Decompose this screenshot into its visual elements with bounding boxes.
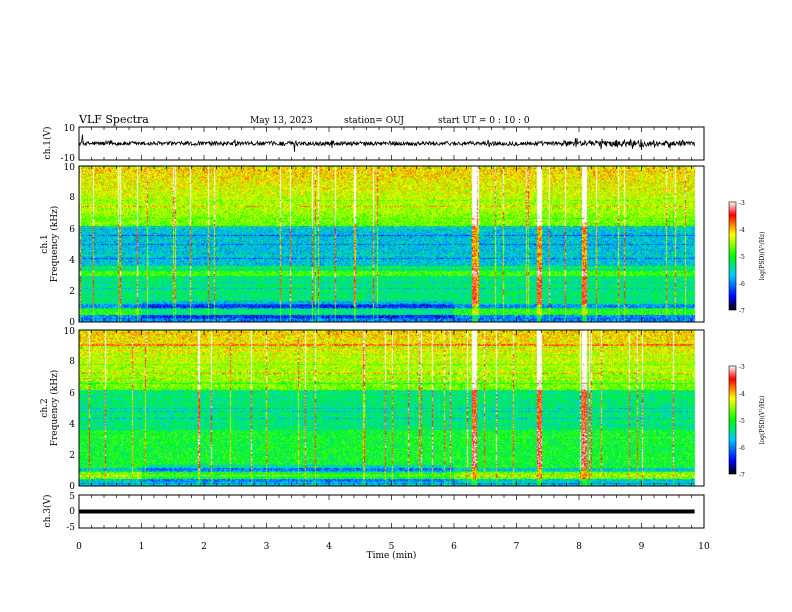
xtick-label-3: 3 — [264, 542, 270, 552]
colorbar-ch1-tick-6: -6 — [739, 281, 745, 288]
ylabel-spec1-frequency: Frequency (kHz) — [49, 206, 60, 283]
colorbar-ch2-tick-3: -3 — [739, 364, 745, 371]
xtick-label-2: 2 — [201, 542, 207, 552]
xtick-label-5: 5 — [389, 542, 395, 552]
waveform-ch1-trace — [78, 134, 695, 152]
x-axis-ticks — [78, 127, 705, 528]
ylabel-spec2-frequency: Frequency (kHz) — [49, 370, 60, 447]
spectrogram-panel-ch2: 0 2 4 6 8 10 ch.2 Frequency (kHz) -3 -4 … — [40, 327, 766, 492]
colorbar-ch2-label: log(PSD)(V²/Hz) — [759, 396, 766, 445]
date-label: May 13, 2023 — [250, 116, 313, 126]
colorbar-ch2 — [728, 365, 737, 475]
xtick-label-6: 6 — [451, 542, 457, 552]
colorbar-ch1-tick-4: -4 — [739, 227, 745, 234]
colorbar-ch2-tick-6: -6 — [739, 445, 745, 452]
ytick-ch3-neg5: -5 — [66, 523, 75, 533]
ylabel-ch1: ch.1(V) — [42, 127, 53, 160]
spectrogram-ch2-canvas — [79, 330, 704, 486]
xtick-label-8: 8 — [576, 542, 582, 552]
spectrogram-ch1-canvas — [79, 166, 704, 322]
colorbar-ch1-tick-3: -3 — [739, 200, 745, 207]
ytick-ch1-top: 10 — [64, 124, 76, 134]
colorbar-ch1-label: log(PSD)(V²/Hz) — [759, 232, 766, 281]
ylabel-spec2-channel: ch.2 — [40, 398, 50, 417]
xtick-label-1: 1 — [139, 542, 145, 552]
x-axis-labels: 0 1 2 3 4 5 6 7 8 9 10 Time (min) — [76, 542, 710, 561]
figure-title: VLF Spectra — [78, 113, 149, 126]
xtick-label-4: 4 — [326, 542, 332, 552]
ytick-spec1-0: 0 — [69, 318, 75, 328]
ytick-spec2-0: 0 — [69, 482, 75, 492]
ytick-spec1-2: 2 — [69, 287, 75, 297]
station-label: station= OUJ — [344, 116, 404, 126]
xtick-label-10: 10 — [698, 542, 710, 552]
start-time-label: start UT = 0 : 10 : 0 — [438, 116, 530, 126]
ytick-ch3-0: 0 — [69, 507, 75, 517]
ytick-spec1-8: 8 — [69, 193, 75, 203]
ylabel-ch3: ch.3(V) — [42, 495, 53, 528]
ytick-spec2-8: 8 — [69, 357, 75, 367]
waveform-panel-ch3: 5 0 -5 ch.3(V) — [42, 492, 705, 533]
colorbar-ch2-tick-5: -5 — [739, 418, 745, 425]
xtick-label-9: 9 — [639, 542, 645, 552]
xtick-label-0: 0 — [76, 542, 82, 552]
waveform-panel-ch1: 10 -10 ch.1(V) — [42, 124, 705, 164]
ytick-spec1-4: 4 — [69, 256, 75, 266]
ytick-ch1-bottom: -10 — [61, 154, 76, 164]
x-axis-title: Time (min) — [367, 550, 417, 561]
spectrogram-ch1-image-holder — [79, 166, 704, 322]
ytick-spec2-2: 2 — [69, 451, 75, 461]
colorbar-ch2-tick-4: -4 — [739, 391, 745, 398]
ytick-spec2-6: 6 — [69, 389, 75, 399]
spectrogram-panel-ch1: 0 2 4 6 8 10 ch.1 Frequency (kHz) -3 -4 … — [40, 163, 766, 328]
colorbar-ch1-tick-5: -5 — [739, 254, 745, 261]
colorbar-ch1-tick-7: -7 — [739, 308, 745, 315]
ytick-spec2-4: 4 — [69, 420, 75, 430]
ytick-spec1-6: 6 — [69, 225, 75, 235]
colorbar-ch2-tick-7: -7 — [739, 472, 745, 479]
spectrogram-ch2-image-holder — [79, 330, 704, 486]
ylabel-spec1-channel: ch.1 — [40, 234, 50, 253]
colorbar-ch1 — [728, 201, 737, 311]
ytick-spec2-10: 10 — [64, 327, 76, 337]
ytick-spec1-10: 10 — [64, 163, 76, 173]
ytick-ch3-5: 5 — [69, 492, 75, 502]
xtick-label-7: 7 — [514, 542, 520, 552]
